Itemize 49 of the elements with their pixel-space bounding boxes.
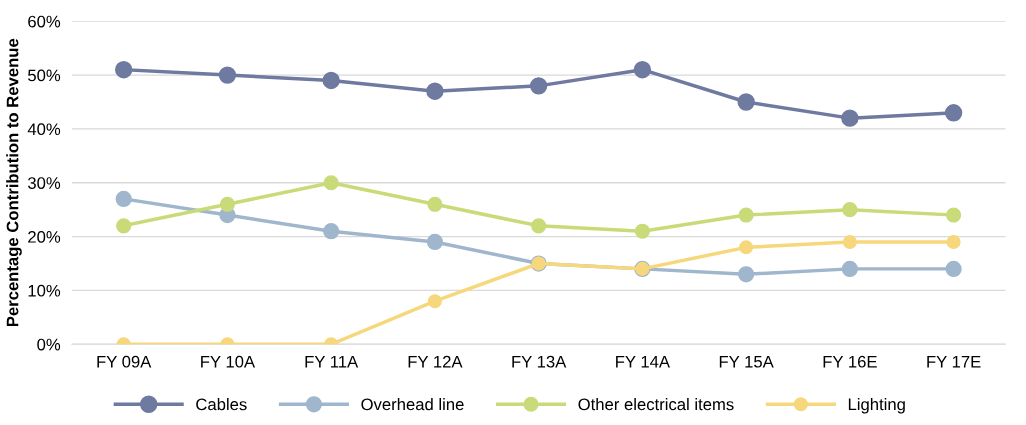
x-tick-label: FY 14A — [616, 355, 670, 368]
point — [426, 233, 444, 251]
point — [739, 240, 754, 255]
legend-label: Other electrical items — [578, 398, 734, 411]
y-tick-label: 60% — [28, 15, 61, 28]
x-tick-label: FY 16E — [823, 355, 877, 368]
x-tick-label: FY 17E — [927, 355, 981, 368]
point — [427, 294, 442, 309]
point — [737, 93, 755, 111]
y-axis-title: Percentage Contribution to Revenue — [6, 38, 22, 327]
point — [842, 202, 858, 218]
x-tick-label: FY 10A — [201, 355, 256, 368]
point — [323, 175, 339, 191]
y-tick-label: 10% — [28, 284, 61, 297]
legend-label: Overhead line — [361, 398, 464, 411]
x-tick-label: FY 09A — [97, 355, 152, 368]
legend-label: Lighting — [848, 398, 905, 414]
point — [841, 109, 859, 127]
point — [633, 61, 652, 79]
point — [738, 266, 755, 283]
x-tick-label: FY 11A — [305, 355, 359, 368]
x-tick-label: FY 12A — [408, 355, 463, 368]
point — [323, 223, 340, 240]
x-tick-label: FY 13A — [512, 355, 567, 368]
point — [946, 234, 961, 249]
point — [945, 260, 962, 278]
point — [842, 234, 857, 249]
point — [115, 190, 132, 208]
point — [116, 218, 132, 234]
point — [634, 223, 650, 239]
point — [738, 207, 754, 223]
y-tick-label: 20% — [28, 230, 61, 243]
point — [219, 196, 236, 212]
y-tick-label: 30% — [27, 177, 61, 189]
point — [944, 104, 963, 122]
y-tick-label: 0% — [37, 338, 61, 351]
legend-label: Cables — [196, 398, 247, 411]
y-tick-label: 40% — [27, 123, 61, 136]
point — [115, 61, 133, 79]
point — [218, 66, 237, 84]
point — [322, 71, 340, 90]
point — [841, 260, 858, 278]
point — [946, 207, 962, 223]
point — [427, 196, 443, 212]
y-tick-label: 50% — [28, 69, 61, 82]
point — [426, 82, 444, 100]
point — [531, 218, 547, 234]
x-tick-label: FY 15A — [719, 355, 774, 368]
point — [529, 77, 548, 95]
